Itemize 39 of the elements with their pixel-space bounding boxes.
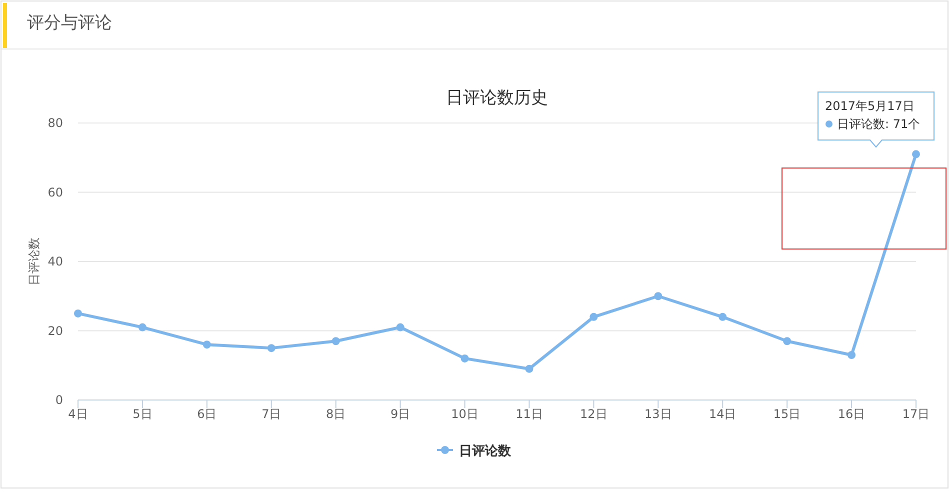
point [718,312,727,321]
point [912,150,920,158]
y-tick-label: 40 [48,254,63,268]
point [525,364,534,373]
x-tick-label: 13日 [644,407,672,421]
x-tick-label: 11日 [516,407,543,421]
y-axis-title: 日评论数 [27,238,41,286]
annotation: 日评论数: 71个 [837,117,920,131]
x-tick-label: 15日 [773,407,801,421]
point [848,350,856,359]
chart-title: 日评论数历史 [446,88,548,108]
x-tick-label: 5日 [132,407,152,421]
legend-label: 日评论数 [459,444,512,459]
x-tick-label: 16日 [838,407,866,421]
point [332,337,340,346]
point [460,354,469,362]
x-tick-label: 7日 [262,407,282,421]
point [783,337,792,346]
x-tick-label: 4日 [68,407,88,421]
x-tick-label: 17日 [902,407,930,421]
point [267,344,276,352]
x-tick-label: 14日 [708,407,736,421]
point [396,323,404,332]
point [138,323,146,332]
x-tick-label: 12日 [580,407,608,421]
y-tick-label: 20 [48,324,63,338]
x-tick-label: 10日 [451,407,478,421]
y-tick-label: 0 [55,393,63,407]
text: 评分与评论 [27,13,112,33]
y-tick-label: 80 [48,116,63,130]
x-tick-label: 6日 [197,407,217,421]
point [654,292,662,300]
text: 2017年5月17日 [825,99,914,113]
point [590,312,598,321]
y-tick-label: 60 [48,185,63,200]
point [202,340,211,349]
x-tick-label: 8日 [326,407,346,421]
x-tick-label: 9日 [390,407,410,421]
point [74,309,82,318]
